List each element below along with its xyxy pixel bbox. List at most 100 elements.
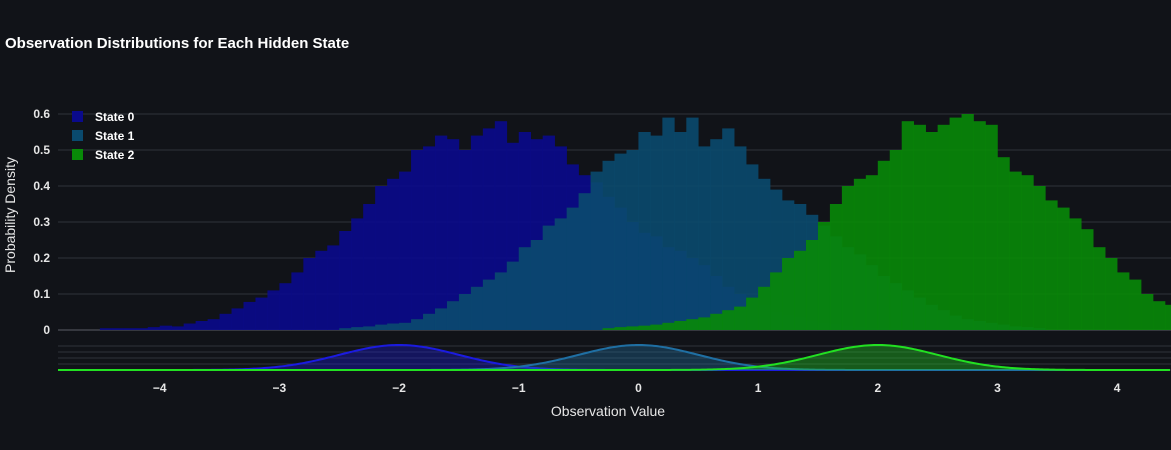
histogram-bar: [135, 328, 149, 330]
histogram-bar: [1129, 279, 1142, 330]
histogram-bar: [446, 301, 460, 330]
histogram-bar: [434, 135, 448, 330]
histogram-bar: [1093, 247, 1106, 330]
histogram-bar: [423, 146, 436, 330]
histogram-bar: [303, 258, 316, 330]
x-tick-label: 3: [994, 381, 1001, 395]
x-tick-label: −2: [392, 381, 406, 395]
histogram-bar: [363, 326, 376, 330]
y-tick-label: 0.5: [33, 143, 50, 157]
histogram-bar: [722, 128, 735, 330]
histogram-bar: [794, 250, 807, 330]
legend-swatch: [72, 111, 83, 122]
histogram-bar: [698, 146, 711, 330]
histogram-bar: [411, 150, 424, 330]
density-subplot: [58, 343, 1171, 371]
x-tick-label: −3: [273, 381, 287, 395]
histogram-bar: [746, 164, 759, 330]
histogram-bar: [363, 204, 376, 330]
histogram-bar: [219, 313, 232, 330]
histogram-bar: [518, 247, 532, 330]
y-tick-label: 0.6: [33, 107, 50, 121]
histogram-bar: [446, 139, 460, 330]
histogram-bar: [195, 321, 208, 330]
histogram-bar: [231, 308, 244, 330]
histogram-bar: [1057, 207, 1070, 330]
chart-title: Observation Distributions for Each Hidde…: [5, 35, 350, 52]
legend-label: State 1: [95, 128, 135, 143]
histogram-bar: [1009, 171, 1022, 330]
histogram-bar: [315, 250, 328, 330]
histogram-bar: [937, 124, 950, 330]
histogram-bar: [805, 240, 819, 330]
ticks-layer: 0 0.1 0.2 0.3 0.4 0.5 0.6 −4 −3 −2 −1 0 1 2 3 4: [33, 107, 1120, 395]
histogram-bar: [255, 297, 268, 330]
histogram-bar: [949, 117, 962, 330]
histogram-bar: [339, 328, 352, 330]
histogram-bar: [171, 326, 184, 330]
histogram-bar: [650, 324, 663, 330]
histogram-bar: [638, 325, 651, 330]
histogram-bar: [674, 321, 687, 330]
histogram-bar: [123, 328, 137, 330]
x-tick-label: 1: [755, 381, 762, 395]
histogram-bar: [351, 327, 364, 330]
legend-item-state-1[interactable]: State 1: [72, 126, 134, 145]
histogram-bar: [877, 160, 891, 330]
histogram-bar: [1141, 294, 1154, 330]
x-tick-label: 4: [1114, 381, 1121, 395]
histogram-bar: [267, 290, 280, 330]
histogram-bar: [614, 327, 627, 330]
histogram-bar: [291, 272, 304, 330]
histogram-bar: [782, 258, 795, 330]
histogram-bar: [710, 313, 723, 330]
histogram-bar: [506, 261, 520, 330]
histogram-bar: [602, 328, 615, 330]
legend-swatch: [72, 130, 83, 141]
legend-item-state-0[interactable]: State 0: [72, 107, 134, 126]
histogram-bar: [159, 325, 172, 330]
histogram-bar: [482, 279, 496, 330]
histogram-bar: [961, 114, 974, 330]
histogram-bar: [614, 153, 627, 330]
histogram-bar: [829, 204, 843, 330]
legend: State 0 State 1 State 2: [72, 107, 134, 164]
series-2-density-curve: [58, 343, 1170, 371]
histogram-bar: [626, 326, 639, 330]
legend-label: State 0: [95, 109, 135, 124]
series-0-density-area: [58, 345, 1171, 370]
histogram-bar: [925, 132, 938, 330]
legend-item-state-2[interactable]: State 2: [72, 145, 134, 164]
histogram-bar: [578, 193, 591, 330]
histogram-bar: [470, 135, 484, 330]
histogram-bar: [1153, 301, 1166, 330]
histogram-bar: [889, 150, 903, 330]
histogram-bar: [1045, 200, 1058, 330]
histogram-bar: [1069, 218, 1082, 330]
histogram-bar: [865, 175, 879, 330]
histogram-bar: [853, 178, 867, 330]
histogram-bar: [746, 297, 759, 330]
histogram-bar: [686, 319, 699, 330]
histogram-bar: [387, 178, 400, 330]
histogram-bar: [674, 132, 687, 330]
histogram-bar: [327, 245, 340, 330]
histogram-bar: [973, 121, 986, 330]
histogram-bar: [530, 240, 543, 330]
histogram-bar: [710, 139, 723, 330]
x-axis-title: Observation Value: [551, 403, 665, 419]
y-tick-label: 0.3: [33, 215, 50, 229]
series-2-density-area: [58, 345, 1171, 370]
histogram-bar: [758, 286, 771, 330]
series-2-bars: [602, 114, 1171, 330]
histogram-bar: [183, 323, 196, 330]
histogram-bar: [494, 272, 508, 330]
histogram-bar: [626, 150, 639, 330]
histogram-bar: [399, 322, 412, 330]
histogram-bar: [411, 319, 424, 330]
histogram-bar: [375, 324, 388, 330]
x-tick-label: 0: [635, 381, 642, 395]
histogram-bar: [399, 171, 412, 330]
histogram-bar: [590, 171, 603, 330]
